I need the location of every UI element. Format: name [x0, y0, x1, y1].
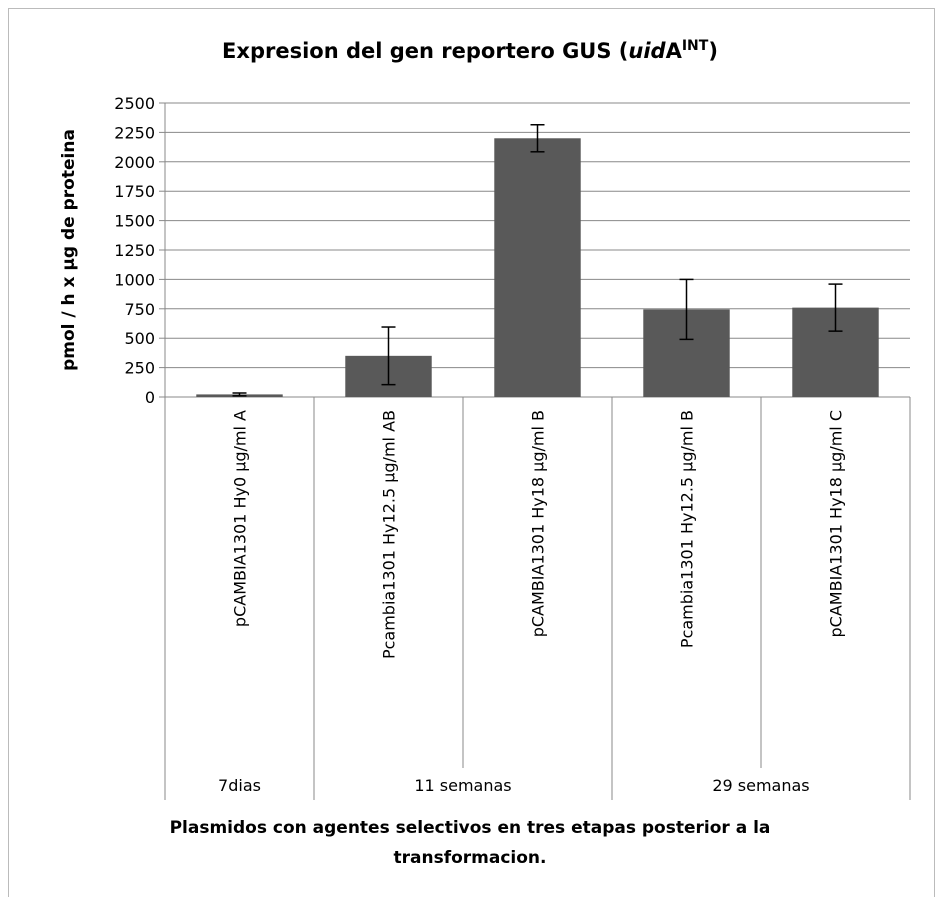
title-text: Expresion del gen reportero GUS (: [222, 39, 628, 63]
chart-title: Expresion del gen reportero GUS (uidAINT…: [222, 38, 718, 63]
x-tick-label: pCAMBIA1301 Hy18 µg/ml C: [827, 410, 846, 637]
group-label: 7dias: [218, 776, 261, 795]
x-axis-label: Plasmidos con agentes selectivos en tres…: [169, 818, 771, 868]
title-superscript: INT: [682, 38, 709, 54]
title-text: ): [708, 39, 718, 63]
y-tick-label: 2500: [114, 94, 155, 113]
chart-border: [8, 8, 935, 897]
group-label: 29 semanas: [712, 776, 809, 795]
title-text: A: [666, 39, 683, 63]
x-tick-label: Pcambia1301 Hy12.5 µg/ml B: [678, 410, 697, 648]
y-tick-label: 500: [124, 329, 155, 348]
bar: [494, 138, 581, 397]
y-tick-label: 1000: [114, 270, 155, 289]
y-axis-label: pmol / h x µg de proteina: [59, 129, 79, 371]
group-label: 11 semanas: [414, 776, 511, 795]
y-tick-label: 1750: [114, 182, 155, 201]
y-tick-label: 250: [124, 359, 155, 378]
y-tick-label: 2000: [114, 153, 155, 172]
title-italic: uid: [628, 39, 666, 63]
y-tick-label: 1500: [114, 212, 155, 231]
y-tick-label: 2250: [114, 123, 155, 142]
x-tick-label: pCAMBIA1301 Hy0 µg/ml A: [231, 410, 250, 627]
y-tick-label: 750: [124, 300, 155, 319]
y-tick-label: 0: [145, 388, 155, 407]
x-tick-label: pCAMBIA1301 Hy18 µg/ml B: [529, 410, 548, 637]
x-tick-label: Pcambia1301 Hy12.5 µg/ml AB: [380, 410, 399, 659]
y-tick-label: 1250: [114, 241, 155, 260]
